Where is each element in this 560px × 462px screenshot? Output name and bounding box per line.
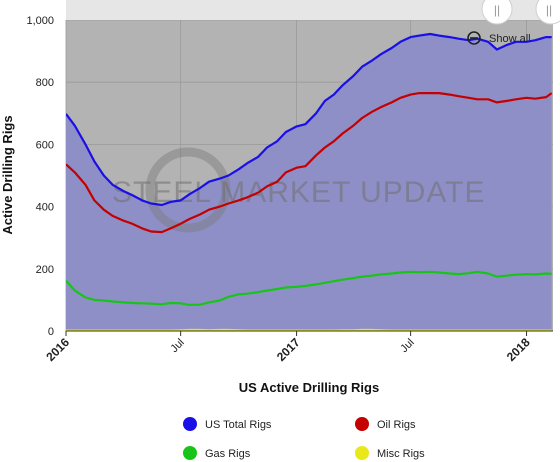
y-tick-label: 0	[48, 326, 54, 338]
watermark-text: STEEL MARKET UPDATE	[112, 176, 486, 209]
series-lines	[66, 32, 553, 331]
legend-label: US Total Rigs	[205, 419, 272, 431]
y-tick-label: 400	[36, 202, 54, 214]
navigator-handle-right[interactable]	[535, 0, 560, 25]
x-axis-ticks: 2016 Jul 2017 Jul 2018	[43, 331, 533, 364]
grip-icon: ||	[546, 3, 552, 17]
series-line-gas	[66, 270, 552, 306]
y-tick-label: 1,000	[26, 15, 54, 27]
legend-item-misc[interactable]: Misc Rigs	[355, 446, 425, 460]
series-line-us-total	[66, 32, 552, 207]
series-line-oil	[66, 92, 553, 234]
show-all-button[interactable]: Show all	[467, 31, 531, 45]
legend-item-oil[interactable]: Oil Rigs	[355, 417, 416, 431]
legend-label: Misc Rigs	[377, 448, 425, 460]
legend-label: Gas Rigs	[205, 448, 251, 460]
x-tick-label: 2017	[274, 335, 303, 364]
chart-title: US Active Drilling Rigs	[239, 380, 379, 395]
watermark: STEEL MARKET UPDATE	[112, 147, 486, 233]
zoom-controls: || || Show all	[66, 0, 560, 45]
grip-icon: ||	[494, 3, 500, 17]
y-tick-label: 200	[36, 264, 54, 276]
legend: US Total Rigs Oil Rigs Gas Rigs Misc Rigs	[183, 417, 425, 460]
y-tick-label: 800	[36, 77, 54, 89]
watermark-logo-icon	[145, 147, 231, 233]
legend-swatch-icon	[355, 417, 369, 431]
x-tick-label: 2016	[43, 335, 72, 364]
y-axis-ticks: 0 200 400 600 800 1,000	[26, 15, 54, 338]
y-tick-label: 600	[36, 139, 54, 151]
x-tick-label: 2018	[504, 335, 533, 364]
x-tick-label: Jul	[168, 337, 186, 355]
legend-swatch-icon	[355, 446, 369, 460]
y-axis-title: Active Drilling Rigs	[0, 115, 15, 234]
x-tick-label: Jul	[398, 337, 416, 355]
legend-label: Oil Rigs	[377, 419, 416, 431]
navigator-handle-left[interactable]	[481, 0, 513, 25]
legend-item-gas[interactable]: Gas Rigs	[183, 446, 251, 460]
legend-item-us-total[interactable]: US Total Rigs	[183, 417, 272, 431]
zoom-out-icon	[467, 31, 481, 45]
show-all-label: Show all	[489, 33, 531, 45]
navigator-handle-bar	[66, 0, 553, 20]
legend-swatch-icon	[183, 446, 197, 460]
us-total-area-fill	[66, 34, 552, 331]
legend-swatch-icon	[183, 417, 197, 431]
